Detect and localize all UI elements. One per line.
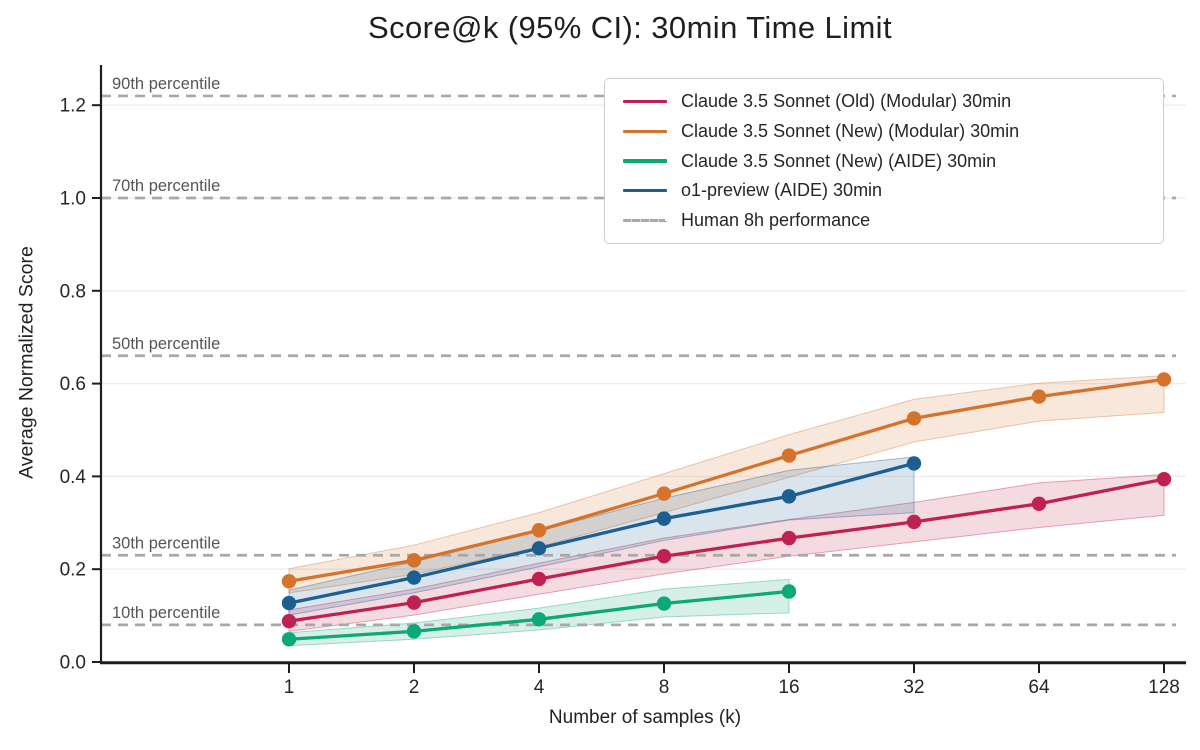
y-tick-label: 0.6 [60,374,86,395]
x-tick-label: 16 [778,677,799,698]
legend-line-swatch [623,189,667,193]
percentile-label: 70th percentile [112,177,220,195]
legend-item-claude-new-aide: Claude 3.5 Sonnet (New) (AIDE) 30min [623,151,1153,172]
legend-item-label: Human 8h performance [681,210,871,230]
data-point [406,570,422,585]
data-point [781,584,797,599]
data-point [656,486,672,501]
y-tick-label: 0.8 [60,281,86,302]
x-tick-label: 32 [903,677,924,698]
legend-item-label: Claude 3.5 Sonnet (New) (Modular) 30min [681,120,1020,141]
percentile-label: 30th percentile [112,534,220,552]
percentile-label: 10th percentile [112,604,220,622]
x-tick-label: 128 [1148,677,1180,698]
legend-item-claude-old-modular: Claude 3.5 Sonnet (Old) (Modular) 30min [623,91,1153,112]
legend-item-label: Claude 3.5 Sonnet (New) (AIDE) 30min [681,150,997,171]
data-point [656,596,672,611]
legend-dashed-line-swatch [623,219,667,222]
legend-item-human-8h: Human 8h performance [623,210,1153,231]
data-point [281,632,297,647]
data-point [406,624,422,639]
data-point [656,549,672,564]
data-point [406,595,422,610]
data-point [906,411,922,426]
legend-item-claude-new-modular: Claude 3.5 Sonnet (New) (Modular) 30min [623,121,1153,142]
data-point [531,523,547,538]
data-point [656,511,672,526]
percentile-label: 50th percentile [112,335,220,353]
series-line [288,377,1165,583]
y-tick-label: 1.2 [60,96,86,117]
x-tick-label: 1 [284,677,295,698]
data-point [906,514,922,530]
data-point [1156,471,1172,487]
x-tick-label: 2 [409,677,420,698]
x-tick-label: 64 [1028,677,1050,698]
series-line [288,477,1165,623]
data-point [531,612,547,627]
legend-line-swatch [623,129,667,133]
y-axis-title: Average Normalized Score [15,246,38,479]
x-tick-label: 4 [534,677,545,698]
data-point [781,530,797,546]
data-point [906,456,922,471]
data-point [781,489,797,504]
y-tick-label: 0.0 [60,653,86,674]
data-point [1031,389,1047,404]
data-point [406,553,422,568]
data-point [531,571,547,587]
y-tick-label: 0.4 [60,467,87,488]
x-axis-title: Number of samples (k) [548,707,742,728]
legend-line-swatch [623,159,667,163]
confidence-band [288,474,1165,632]
legend-item-label: Claude 3.5 Sonnet (Old) (Modular) 30min [681,91,1012,111]
data-point [1156,372,1172,387]
series-line [288,461,915,605]
data-point [1031,496,1047,511]
legend-item-o1-preview-aide: o1-preview (AIDE) 30min [623,180,1153,201]
legend-item-label: o1-preview (AIDE) 30min [681,180,883,201]
chart-title: Score@k (95% CI): 30min Time Limit [368,10,892,45]
data-point [281,574,297,589]
data-point [281,595,297,611]
x-tick-label: 8 [659,677,670,698]
data-point [531,541,547,556]
data-point [781,448,797,463]
chart-legend: Claude 3.5 Sonnet (Old) (Modular) 30min … [604,78,1164,244]
percentile-label: 90th percentile [112,75,220,93]
legend-line-swatch [623,99,667,104]
data-point [281,613,297,629]
y-tick-label: 0.2 [60,560,86,581]
y-tick-label: 1.0 [60,189,86,210]
